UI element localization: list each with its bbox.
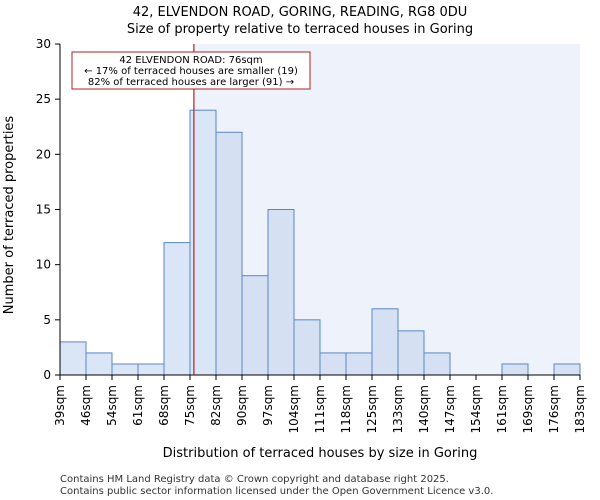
bar-161sqm bbox=[501, 363, 529, 376]
footer-line-2: Contains public sector information licen… bbox=[60, 486, 493, 497]
x-tick-label: 140sqm bbox=[417, 385, 431, 433]
bar-140sqm bbox=[423, 352, 451, 376]
bar-61sqm bbox=[137, 363, 165, 376]
x-tick-label: 61sqm bbox=[131, 385, 145, 426]
x-tick-label: 169sqm bbox=[521, 385, 535, 433]
annotation-line-3: 82% of terraced houses are larger (91) → bbox=[88, 77, 294, 88]
y-tick-label: 15 bbox=[36, 203, 51, 217]
y-axis-title: Number of terraced properties bbox=[2, 116, 17, 315]
x-tick-label: 154sqm bbox=[469, 385, 483, 433]
bar-39sqm bbox=[59, 341, 87, 376]
bar-111sqm bbox=[319, 352, 347, 376]
x-tick-label: 133sqm bbox=[391, 385, 405, 433]
x-tick-label: 82sqm bbox=[209, 385, 223, 426]
x-tick-label: 75sqm bbox=[183, 385, 197, 426]
x-tick-label: 68sqm bbox=[157, 385, 171, 426]
x-tick-label: 147sqm bbox=[443, 385, 457, 433]
bar-90sqm bbox=[241, 275, 269, 376]
x-tick-label: 161sqm bbox=[495, 385, 509, 433]
x-tick-label: 111sqm bbox=[313, 385, 327, 433]
annotation-line-2: ← 17% of terraced houses are smaller (19… bbox=[84, 66, 298, 77]
x-ticks-group: 39sqm 46sqm 54sqm 61sqm 68sqm 75sqm 82sqm 90sqm… bbox=[53, 375, 587, 433]
footer-line-1: Contains HM Land Registry data © Crown c… bbox=[60, 474, 449, 485]
x-tick-label: 90sqm bbox=[235, 385, 249, 426]
x-tick-label: 183sqm bbox=[573, 385, 587, 433]
y-ticks-group: 0 5 10 15 20 25 30 bbox=[36, 37, 60, 382]
y-tick-label: 25 bbox=[36, 92, 51, 106]
annotation-line-1: 42 ELVENDON ROAD: 76sqm bbox=[119, 55, 262, 66]
bar-133sqm bbox=[397, 330, 425, 376]
x-tick-label: 104sqm bbox=[287, 385, 301, 433]
chart-title: 42, ELVENDON ROAD, GORING, READING, RG8 … bbox=[133, 5, 468, 20]
bar-118sqm bbox=[345, 352, 373, 376]
bar-46sqm bbox=[85, 352, 113, 376]
annotation-box bbox=[71, 51, 311, 90]
x-axis-title: Distribution of terraced houses by size … bbox=[163, 446, 478, 461]
bar-176sqm bbox=[553, 363, 581, 376]
property-marker-group: 42 ELVENDON ROAD: 76sqm← 17% of terraced… bbox=[71, 44, 311, 375]
y-tick-label: 30 bbox=[36, 37, 51, 51]
bar-68sqm bbox=[163, 242, 191, 376]
bar-82sqm bbox=[215, 131, 243, 376]
bar-125sqm bbox=[371, 308, 399, 376]
y-tick-label: 10 bbox=[36, 258, 51, 272]
x-tick-label: 46sqm bbox=[79, 385, 93, 426]
x-tick-label: 54sqm bbox=[105, 385, 119, 426]
y-tick-label: 5 bbox=[43, 313, 51, 327]
y-tick-label: 20 bbox=[36, 147, 51, 161]
bar-54sqm bbox=[111, 363, 139, 376]
x-tick-label: 39sqm bbox=[53, 385, 67, 426]
x-tick-label: 125sqm bbox=[365, 385, 379, 433]
x-tick-label: 97sqm bbox=[261, 385, 275, 426]
chart-subtitle: Size of property relative to terraced ho… bbox=[127, 22, 473, 37]
x-tick-label: 176sqm bbox=[547, 385, 561, 433]
bar-104sqm bbox=[293, 319, 321, 376]
y-tick-label: 0 bbox=[43, 368, 51, 382]
x-tick-label: 118sqm bbox=[339, 385, 353, 433]
bar-97sqm bbox=[267, 209, 295, 376]
